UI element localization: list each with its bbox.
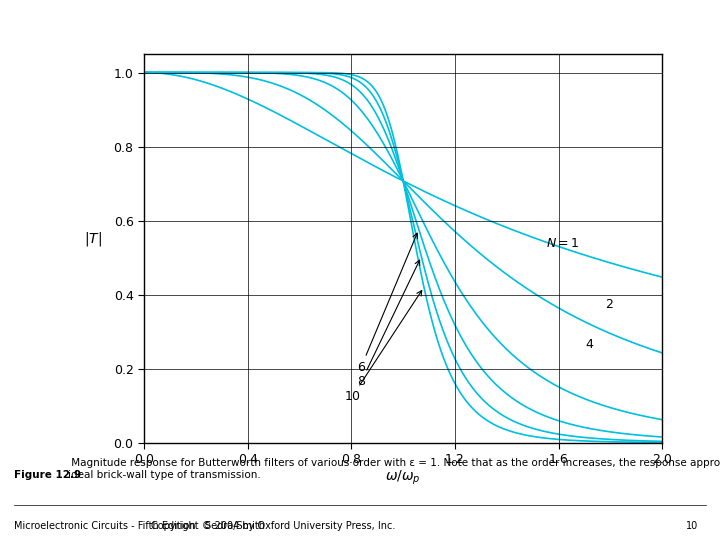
Y-axis label: $|T|$: $|T|$ [84,231,102,248]
Text: $4$: $4$ [585,339,594,352]
Text: Copyright © 2004 by Oxford University Press, Inc.: Copyright © 2004 by Oxford University Pr… [151,521,396,531]
Text: Magnitude response for Butterworth filters of various order with ε = 1. Note tha: Magnitude response for Butterworth filte… [68,458,720,480]
Text: $N = 1$: $N = 1$ [546,237,579,249]
Text: $6$: $6$ [356,233,418,374]
Text: $10$: $10$ [343,291,422,403]
Text: Figure 12.9: Figure 12.9 [14,470,81,480]
Text: $2$: $2$ [606,298,614,310]
Text: $8$: $8$ [356,260,420,388]
X-axis label: $\omega/\omega_p$: $\omega/\omega_p$ [385,469,421,487]
Text: Microelectronic Circuits - Fifth Edition   Sedra/Smith: Microelectronic Circuits - Fifth Edition… [14,521,266,531]
Text: 10: 10 [686,521,698,531]
